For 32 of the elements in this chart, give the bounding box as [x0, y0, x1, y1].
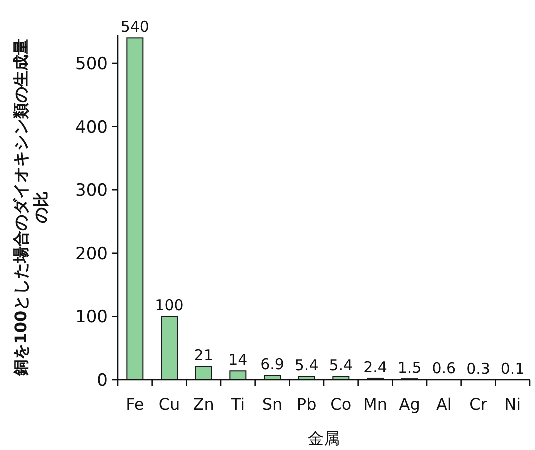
x-tick-label: Pb — [296, 395, 317, 414]
data-label: 14 — [228, 351, 248, 370]
data-label: 0.1 — [500, 360, 525, 378]
x-axis-title: 金属 — [308, 429, 340, 448]
data-label: 5.4 — [329, 356, 354, 375]
data-label: 100 — [155, 296, 184, 315]
x-tick-label: Cr — [470, 395, 488, 414]
y-tick-label: 500 — [76, 54, 108, 74]
data-label: 2.4 — [364, 358, 388, 376]
x-tick-label: Fe — [126, 395, 144, 414]
x-tick-label: Zn — [193, 395, 214, 414]
data-label: 5.4 — [294, 356, 319, 375]
data-label: 0.3 — [466, 360, 490, 378]
x-tick-label: Al — [436, 395, 452, 414]
x-tick-label: Mn — [364, 395, 388, 414]
x-tick-label: Ag — [399, 395, 420, 414]
y-tick-label: 100 — [76, 308, 108, 328]
data-label: 1.5 — [398, 359, 422, 378]
x-tick-label: Ni — [504, 395, 522, 414]
y-tick-label: 200 — [76, 244, 108, 264]
x-tick-label: Co — [330, 395, 352, 414]
data-label: 6.9 — [260, 356, 284, 374]
y-axis-title: 銅を100とした場合のダイオキシン類の生成量の比 — [11, 38, 50, 378]
data-label: 21 — [194, 346, 214, 365]
x-tick-label: Cu — [158, 395, 180, 414]
y-tick-label: 300 — [76, 181, 108, 202]
y-tick-label: 0 — [97, 371, 108, 391]
data-label: 0.6 — [432, 360, 456, 378]
x-tick-label: Sn — [262, 395, 283, 414]
x-tick-label: Ti — [230, 395, 246, 414]
data-label: 540 — [120, 18, 150, 36]
y-tick-label: 400 — [76, 118, 108, 138]
